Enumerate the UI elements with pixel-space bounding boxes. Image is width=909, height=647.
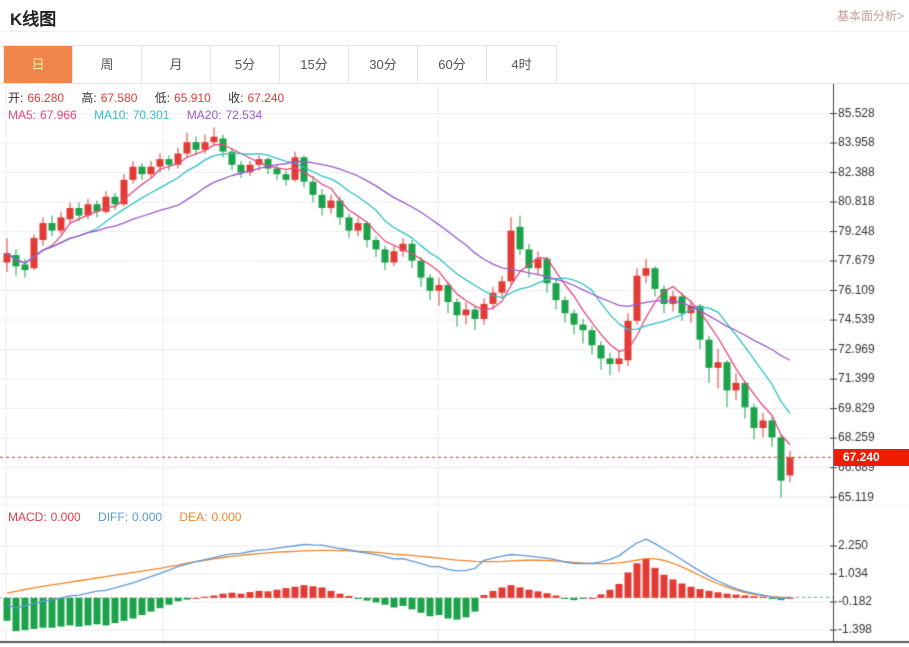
page-title: K线图 bbox=[10, 10, 57, 29]
low-value: 65.910 bbox=[174, 91, 211, 105]
tab-15分[interactable]: 15分 bbox=[280, 46, 349, 83]
tab-日[interactable]: 日 bbox=[4, 46, 73, 83]
tab-5分[interactable]: 5分 bbox=[211, 46, 280, 83]
dea-value: 0.000 bbox=[211, 510, 242, 524]
high-value: 67.580 bbox=[100, 91, 138, 105]
macd-value: 0.000 bbox=[50, 510, 81, 524]
tabs-divider bbox=[0, 83, 909, 84]
low-label: 低: bbox=[154, 91, 171, 105]
ma5-label: MA5: bbox=[8, 108, 37, 122]
macd-label: MACD: bbox=[8, 510, 47, 524]
ma-legend: MA5: 67.966 MA10: 70.301 MA20: 72.534 bbox=[8, 108, 266, 122]
tab-4时[interactable]: 4时 bbox=[487, 46, 556, 83]
ohlc-legend: 开: 66.280 高: 67.580 低: 65.910 收: 67.240 bbox=[8, 89, 288, 106]
tab-月[interactable]: 月 bbox=[142, 46, 211, 83]
diff-value: 0.000 bbox=[132, 510, 163, 524]
dea-label: DEA: bbox=[179, 510, 208, 524]
diff-label: DIFF: bbox=[98, 510, 129, 524]
high-label: 高: bbox=[81, 91, 97, 105]
interval-tabs: 日周月 5分 15分 30分 60分 4时 bbox=[3, 45, 557, 83]
kline-chart-canvas[interactable] bbox=[0, 84, 909, 647]
tab-30分[interactable]: 30分 bbox=[349, 46, 418, 83]
ma10-value: 70.301 bbox=[132, 108, 170, 122]
macd-legend: MACD: 0.000 DIFF: 0.000 DEA: 0.000 bbox=[8, 510, 245, 524]
header-divider bbox=[0, 31, 909, 32]
ma10-label: MA10: bbox=[94, 108, 129, 122]
close-value: 67.240 bbox=[247, 91, 285, 105]
open-label: 开: bbox=[8, 91, 24, 105]
ma5-value: 67.966 bbox=[40, 108, 77, 122]
tab-60分[interactable]: 60分 bbox=[418, 46, 487, 83]
tab-周[interactable]: 周 bbox=[73, 46, 142, 83]
current-price-badge: 67.240 bbox=[834, 449, 909, 466]
ma20-label: MA20: bbox=[186, 108, 222, 122]
open-value: 66.280 bbox=[27, 91, 65, 105]
fundamental-analysis-link[interactable]: 基本面分析> bbox=[836, 9, 904, 23]
ma20-value: 72.534 bbox=[225, 108, 263, 122]
close-label: 收: bbox=[228, 91, 244, 105]
